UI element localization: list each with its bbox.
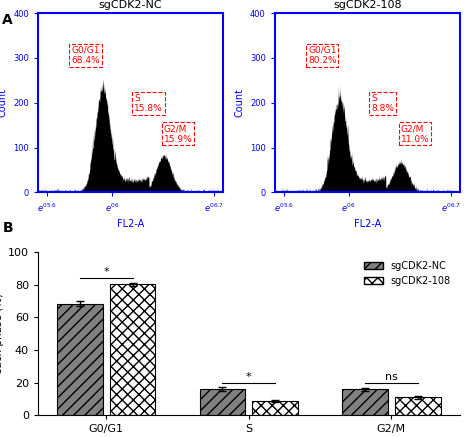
Text: *: *: [103, 267, 109, 277]
Y-axis label: Count: Count: [234, 88, 244, 117]
X-axis label: FL2-A: FL2-A: [117, 219, 144, 229]
Text: A: A: [2, 13, 13, 27]
Y-axis label: Percentage of
each phase (%): Percentage of each phase (%): [0, 293, 4, 374]
Bar: [253, 401, 298, 415]
Bar: [342, 389, 388, 415]
Text: B: B: [2, 221, 13, 235]
Legend: sgCDK2-NC, sgCDK2-108: sgCDK2-NC, sgCDK2-108: [360, 257, 455, 290]
Bar: [200, 389, 245, 415]
X-axis label: FL2-A: FL2-A: [354, 219, 381, 229]
Y-axis label: Count: Count: [0, 88, 8, 117]
Bar: [395, 397, 441, 415]
Text: G2/M
11.0%: G2/M 11.0%: [401, 124, 429, 144]
Text: S
8.8%: S 8.8%: [371, 94, 394, 113]
Text: G2/M
15.9%: G2/M 15.9%: [164, 124, 192, 144]
Text: S
15.8%: S 15.8%: [134, 94, 163, 113]
Text: ns: ns: [385, 372, 398, 382]
Text: G0/G1
68.4%: G0/G1 68.4%: [71, 45, 100, 65]
Text: G0/G1
80.2%: G0/G1 80.2%: [308, 45, 337, 65]
Title: sgCDK2-NC: sgCDK2-NC: [99, 0, 162, 10]
Text: *: *: [246, 372, 252, 382]
Bar: [110, 284, 155, 415]
Title: sgCDK2-108: sgCDK2-108: [333, 0, 401, 10]
Bar: [57, 304, 103, 415]
